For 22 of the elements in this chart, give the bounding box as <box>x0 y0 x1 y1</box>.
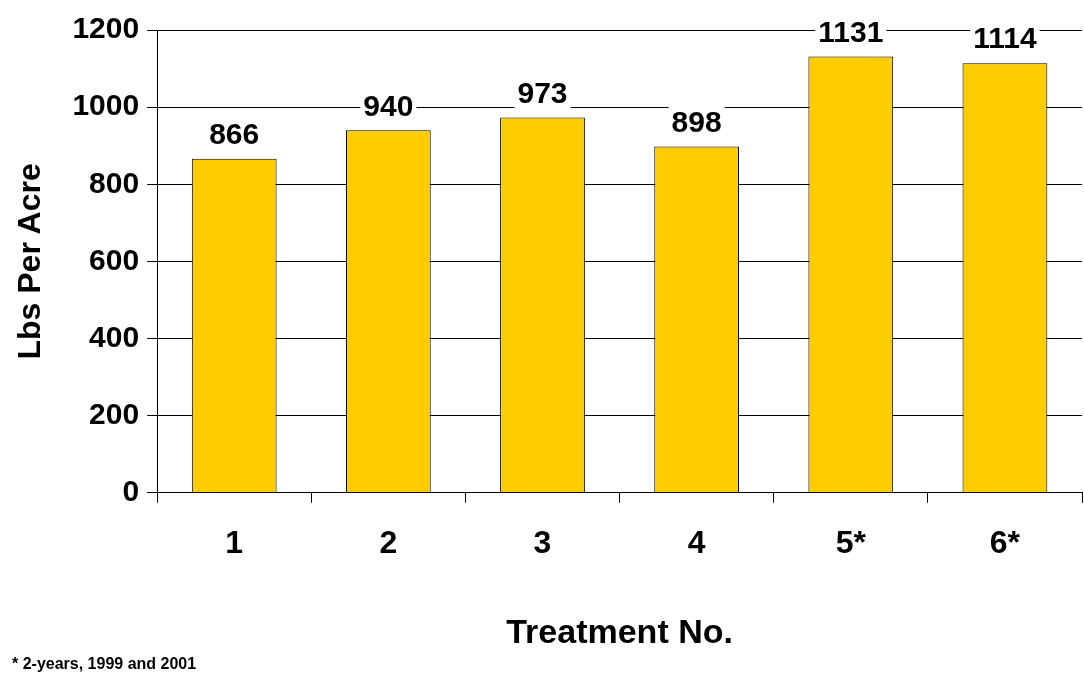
x-tick-label: 5* <box>835 523 867 560</box>
y-tick-label: 800 <box>89 165 140 199</box>
x-tick-label: 3 <box>533 523 552 560</box>
y-tick-label: 1000 <box>72 88 140 122</box>
x-tick-label: 1 <box>225 523 244 560</box>
y-tick-label: 600 <box>89 242 140 276</box>
x-tick-label: 2 <box>379 523 398 560</box>
y-tick-label: 0 <box>122 474 140 508</box>
data-label: 1114 <box>973 21 1037 55</box>
y-axis-title: Lbs Per Acre <box>11 163 48 360</box>
y-tick-label: 400 <box>89 319 140 353</box>
data-label: 898 <box>671 104 722 138</box>
text: * 2-years, 1999 and 2001 <box>12 655 197 673</box>
y-tick-label: 1200 <box>72 11 140 45</box>
x-axis-title: Treatment No. <box>506 611 733 650</box>
data-label: 940 <box>363 88 414 122</box>
y-tick-label: 200 <box>89 396 140 430</box>
x-tick-label: 6* <box>989 523 1021 560</box>
x-tick-label: 4 <box>687 523 706 560</box>
data-label: 866 <box>209 117 260 151</box>
data-label: 973 <box>517 75 568 109</box>
data-label: 1131 <box>818 14 884 48</box>
